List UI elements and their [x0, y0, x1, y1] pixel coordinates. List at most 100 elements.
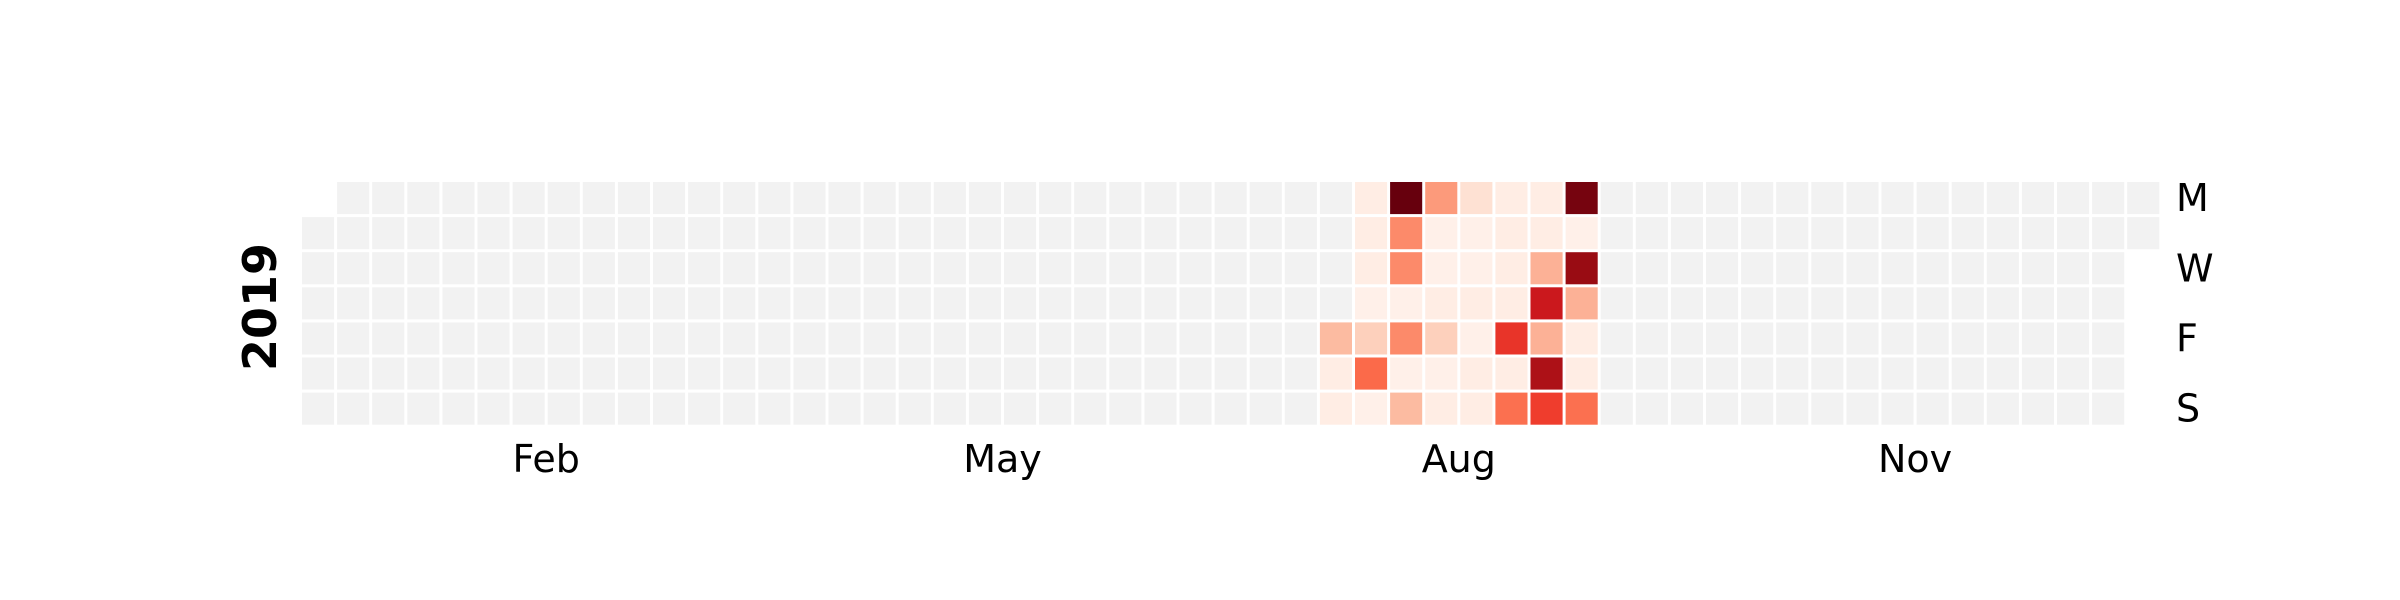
- heatmap-cell: [653, 182, 686, 215]
- month-label-may: May: [963, 437, 1042, 481]
- heatmap-cell-active: [1530, 182, 1563, 215]
- heatmap-cell: [653, 287, 686, 320]
- heatmap-cell: [1284, 217, 1317, 250]
- heatmap-cell: [828, 322, 861, 355]
- heatmap-cell: [477, 252, 510, 285]
- heatmap-cell: [337, 357, 370, 390]
- heatmap-cell: [1916, 217, 1949, 250]
- heatmap-cell: [477, 182, 510, 215]
- heatmap-cell: [1811, 252, 1844, 285]
- heatmap-cell: [337, 287, 370, 320]
- heatmap-cell: [863, 252, 896, 285]
- heatmap-cell: [1706, 357, 1739, 390]
- heatmap-cell: [653, 217, 686, 250]
- heatmap-cell: [617, 287, 650, 320]
- heatmap-cell: [2092, 217, 2125, 250]
- heatmap-cell: [372, 392, 405, 425]
- heatmap-cell: [1706, 392, 1739, 425]
- heatmap-cell: [1074, 322, 1107, 355]
- heatmap-cell: [2057, 287, 2090, 320]
- heatmap-cell: [1881, 217, 1914, 250]
- heatmap-cell: [1916, 252, 1949, 285]
- heatmap-cell: [407, 287, 440, 320]
- heatmap-cell: [1074, 252, 1107, 285]
- heatmap-cell: [1249, 252, 1282, 285]
- heatmap-cell: [1319, 252, 1352, 285]
- heatmap-cell: [512, 217, 545, 250]
- heatmap-cell: [302, 252, 335, 285]
- heatmap-cell: [758, 322, 791, 355]
- heatmap-cell: [793, 322, 826, 355]
- heatmap-cell: [1811, 182, 1844, 215]
- heatmap-cell: [1284, 392, 1317, 425]
- heatmap-cell: [793, 357, 826, 390]
- heatmap-cell-active: [1460, 252, 1493, 285]
- heatmap-cell-active: [1495, 287, 1528, 320]
- heatmap-cell: [1670, 252, 1703, 285]
- heatmap-cell: [2092, 182, 2125, 215]
- heatmap-cell: [1811, 322, 1844, 355]
- heatmap-cell: [1144, 392, 1177, 425]
- heatmap-cell: [1741, 217, 1774, 250]
- heatmap-cell: [1039, 252, 1072, 285]
- heatmap-cell: [723, 287, 756, 320]
- heatmap-cell: [302, 287, 335, 320]
- heatmap-cell: [1951, 322, 1984, 355]
- heatmap-cell: [758, 287, 791, 320]
- heatmap-cell: [2057, 392, 2090, 425]
- heatmap-cell: [442, 392, 475, 425]
- heatmap-cell: [477, 357, 510, 390]
- heatmap-cell: [688, 182, 721, 215]
- heatmap-cell: [688, 322, 721, 355]
- weekday-label-m: M: [2176, 176, 2209, 220]
- heatmap-cell: [1179, 287, 1212, 320]
- heatmap-cell-active: [1390, 357, 1423, 390]
- heatmap-cell: [863, 357, 896, 390]
- heatmap-cell: [1776, 252, 1809, 285]
- month-label-feb: Feb: [513, 437, 580, 481]
- heatmap-cell: [512, 182, 545, 215]
- heatmap-cell: [1881, 287, 1914, 320]
- heatmap-cell-active: [1530, 322, 1563, 355]
- heatmap-cell: [653, 322, 686, 355]
- heatmap-cell: [1776, 182, 1809, 215]
- heatmap-cell: [2057, 357, 2090, 390]
- heatmap-cell: [2021, 357, 2054, 390]
- heatmap-cell: [302, 392, 335, 425]
- heatmap-cell: [1811, 392, 1844, 425]
- heatmap-cell: [1986, 392, 2019, 425]
- heatmap-cell: [2021, 182, 2054, 215]
- heatmap-cell: [793, 287, 826, 320]
- heatmap-cell: [1916, 322, 1949, 355]
- heatmap-cell-active: [1425, 322, 1458, 355]
- heatmap-cell: [1706, 287, 1739, 320]
- heatmap-cell: [337, 392, 370, 425]
- heatmap-cell: [2021, 322, 2054, 355]
- heatmap-cell: [758, 392, 791, 425]
- heatmap-cell-active: [1565, 217, 1598, 250]
- heatmap-cell: [337, 252, 370, 285]
- heatmap-cell-active: [1530, 287, 1563, 320]
- heatmap-cell: [933, 182, 966, 215]
- heatmap-cell: [828, 357, 861, 390]
- heatmap-cell: [1811, 287, 1844, 320]
- heatmap-cell: [1249, 182, 1282, 215]
- heatmap-cell: [1284, 357, 1317, 390]
- heatmap-cell: [1004, 217, 1037, 250]
- heatmap-cell: [1600, 182, 1633, 215]
- heatmap-cell: [723, 252, 756, 285]
- heatmap-cell: [968, 357, 1001, 390]
- heatmap-cell: [1179, 322, 1212, 355]
- heatmap-cell: [372, 252, 405, 285]
- heatmap-cell: [1600, 217, 1633, 250]
- heatmap-cell-active: [1565, 392, 1598, 425]
- heatmap-cell: [1214, 287, 1247, 320]
- heatmap-cell: [1776, 217, 1809, 250]
- heatmap-cell-active: [1565, 322, 1598, 355]
- heatmap-cell-active: [1390, 322, 1423, 355]
- heatmap-cell: [1846, 392, 1879, 425]
- heatmap-cell: [1039, 322, 1072, 355]
- heatmap-cell: [407, 252, 440, 285]
- heatmap-cell: [758, 217, 791, 250]
- heatmap-cell: [1881, 357, 1914, 390]
